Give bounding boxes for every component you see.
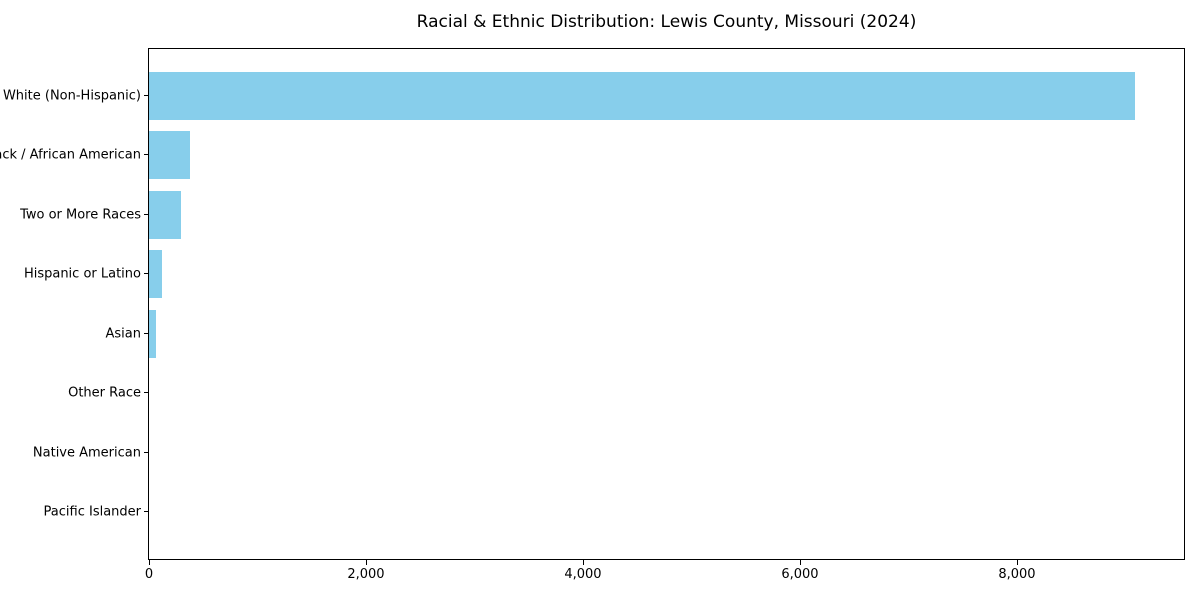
y-tick-label: Native American <box>32 445 141 461</box>
x-tick-mark <box>365 560 368 565</box>
bar-row: Hispanic or Latino <box>24 245 1184 305</box>
x-tick-label: 2,000 <box>347 567 385 582</box>
x-tick-label: 0 <box>144 567 154 582</box>
y-tick-mark <box>144 154 148 156</box>
plot-rows: White (Non-Hispanic) Black / African Amer… <box>0 49 1184 559</box>
chart-title: Racial & Ethnic Distribution: Lewis Coun… <box>416 12 917 32</box>
x-tick-label: 6,000 <box>781 567 819 582</box>
x-tick-mark <box>1016 560 1019 565</box>
x-tick-mark <box>582 560 585 565</box>
x-tick-mark <box>799 560 802 565</box>
y-tick-mark <box>144 511 148 513</box>
y-tick-label: Asian <box>105 326 141 342</box>
y-tick-mark <box>144 273 148 275</box>
y-tick-label: Other Race <box>68 385 141 401</box>
bar <box>149 131 191 180</box>
y-tick-label: White (Non-Hispanic) <box>2 88 141 104</box>
bar-row: Pacific Islander <box>44 483 1184 543</box>
y-tick-label: Pacific Islander <box>43 504 141 520</box>
x-tick-mark <box>149 560 151 565</box>
y-tick-mark <box>144 392 148 394</box>
bar <box>149 250 163 299</box>
y-tick-label: Black / African American <box>0 147 141 163</box>
bar-row: Native American <box>33 423 1184 483</box>
bar-row: Black / African American <box>0 126 1184 186</box>
bar <box>149 71 1135 120</box>
y-tick-mark <box>144 213 148 215</box>
y-tick-label: Hispanic or Latino <box>23 266 141 282</box>
bar-row: Asian <box>106 304 1184 364</box>
bar-row: White (Non-Hispanic) <box>3 66 1184 126</box>
x-tick-label: 4,000 <box>564 567 602 582</box>
y-tick-label: Two or More Races <box>20 207 141 223</box>
x-tick-label: 8,000 <box>998 567 1036 582</box>
y-tick-mark <box>144 332 148 334</box>
bar <box>149 190 181 239</box>
bar-row: Two or More Races <box>20 185 1184 245</box>
y-tick-mark <box>144 451 148 453</box>
bar-row: Other Race <box>68 364 1184 424</box>
bar <box>149 309 156 358</box>
y-tick-mark <box>144 94 148 96</box>
plot-area: White (Non-Hispanic) Black / African Amer… <box>0 48 1185 582</box>
